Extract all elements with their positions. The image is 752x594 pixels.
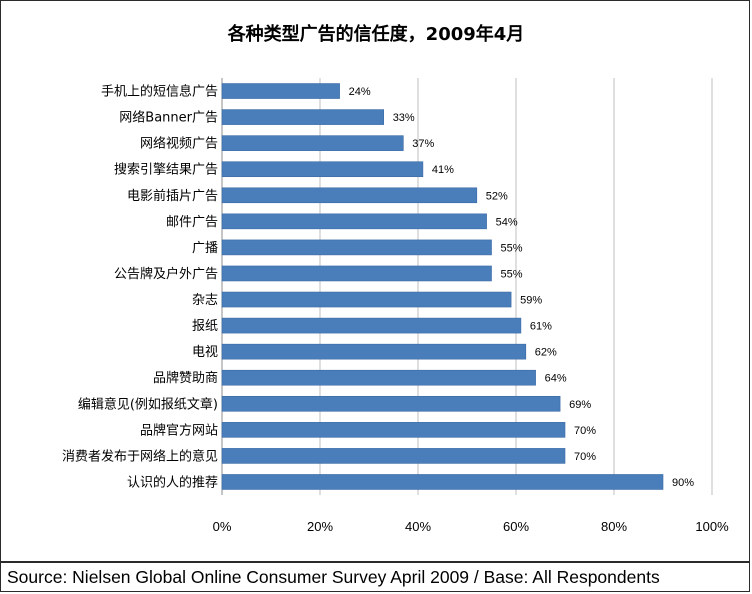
category-label: 杂志 <box>192 293 218 308</box>
value-label: 52% <box>486 190 508 202</box>
value-label: 55% <box>501 242 523 254</box>
category-label: 网络Banner广告 <box>119 110 218 126</box>
x-tick-label: 0% <box>213 519 232 534</box>
bar <box>221 213 487 230</box>
category-label: 邮件广告 <box>166 215 218 230</box>
value-label: 90% <box>672 477 694 489</box>
bar <box>221 343 527 360</box>
bar <box>221 161 424 178</box>
category-label: 电视 <box>192 345 218 360</box>
value-label: 61% <box>530 321 552 333</box>
value-label: 69% <box>569 399 591 411</box>
bar <box>221 422 566 438</box>
category-label: 消费者发布于网络上的意见 <box>62 448 218 464</box>
value-label: 33% <box>393 112 415 124</box>
bar <box>221 395 561 412</box>
category-label: 网络视频广告 <box>140 136 218 152</box>
value-label: 70% <box>574 425 596 437</box>
value-labels: 24% 33% 37% 41% 52% 54% 55% 55% 59% 61% 62% 64% 69% 7… <box>349 86 695 489</box>
chart-title: 各种类型广告的信任度，2009年4月 <box>227 23 525 45</box>
category-label: 认识的人的推荐 <box>127 474 218 490</box>
bar <box>221 474 664 490</box>
value-label: 70% <box>574 451 596 463</box>
bar <box>221 291 512 308</box>
bars <box>221 83 664 490</box>
bar <box>221 83 340 99</box>
value-label: 24% <box>349 86 371 98</box>
bar <box>221 265 492 282</box>
category-labels: 手机上的短信息广告网络Banner广告网络视频广告搜索引擎结果广告电影前插片广告… <box>62 84 218 491</box>
category-label: 品牌赞助商 <box>153 370 218 386</box>
x-tick-label: 40% <box>405 519 431 534</box>
x-tick-label: 60% <box>503 519 529 534</box>
value-label: 41% <box>432 164 454 176</box>
value-label: 59% <box>520 295 542 307</box>
bar <box>221 369 536 386</box>
category-label: 电影前插片广告 <box>127 188 218 204</box>
bar-chart: 各种类型广告的信任度，2009年4月 手机上的短信息广告网络Banner广告网络… <box>62 23 729 534</box>
category-label: 公告牌及户外广告 <box>114 266 218 282</box>
category-label: 品牌官方网站 <box>140 422 218 438</box>
x-axis-ticks: 0% 20% 40% 60% 80% 100% <box>213 519 729 534</box>
value-label: 64% <box>545 373 567 385</box>
x-tick-label: 100% <box>695 519 729 534</box>
category-label: 编辑意见(例如报纸文章) <box>78 396 218 412</box>
bar <box>221 135 404 151</box>
value-label: 62% <box>535 347 557 359</box>
bar <box>221 109 384 125</box>
x-tick-label: 80% <box>601 519 627 534</box>
category-label: 报纸 <box>192 319 218 334</box>
bar <box>221 239 492 256</box>
bar <box>221 187 478 204</box>
value-label: 55% <box>501 268 523 280</box>
bar <box>221 448 566 464</box>
bar <box>221 317 522 334</box>
x-tick-label: 20% <box>307 519 333 534</box>
source-footer: Source: Nielsen Global Online Consumer S… <box>1 561 749 591</box>
value-label: 37% <box>412 138 434 150</box>
category-label: 手机上的短信息广告 <box>101 84 218 100</box>
category-label: 广播 <box>192 241 218 256</box>
category-label: 搜索引擎结果广告 <box>114 163 218 178</box>
value-label: 54% <box>496 216 518 228</box>
